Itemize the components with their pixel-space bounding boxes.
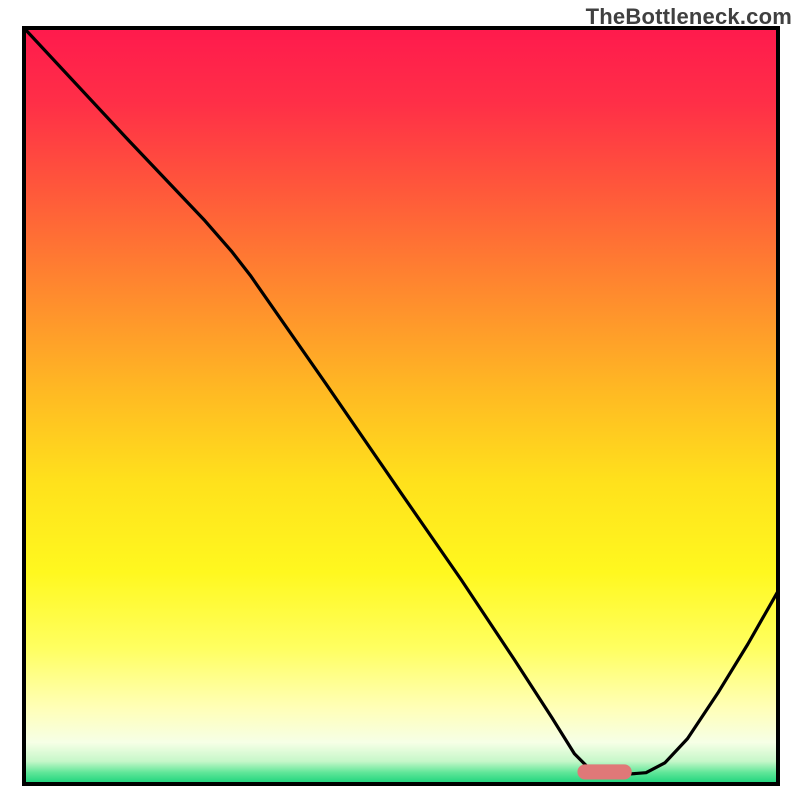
optimal-marker [577,764,631,779]
watermark-text: TheBottleneck.com [586,4,792,30]
chart-container: TheBottleneck.com [0,0,800,800]
gradient-background [24,28,778,784]
bottleneck-chart [0,0,800,800]
